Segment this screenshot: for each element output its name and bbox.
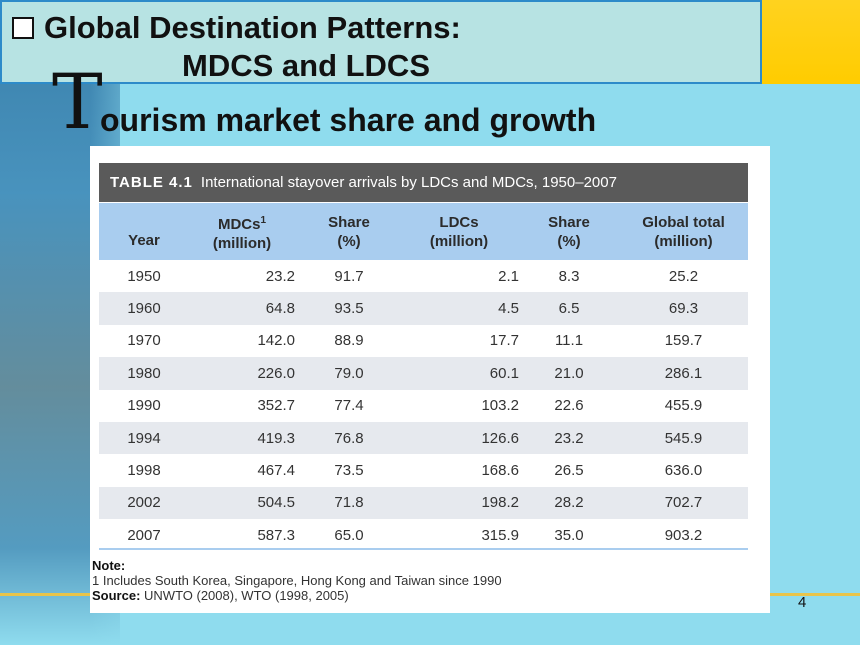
cell-ldcs: 315.9 bbox=[481, 526, 519, 544]
cell-mdcs: 142.0 bbox=[257, 332, 295, 350]
table-note: Note: 1 Includes South Korea, Singapore,… bbox=[92, 558, 502, 603]
cell-year: 1960 bbox=[99, 292, 189, 325]
cell-share-ldcs: 23.2 bbox=[519, 421, 619, 455]
cell-share-mdcs: 91.7 bbox=[334, 267, 364, 285]
header-share-mdcs: Share (%) bbox=[299, 203, 399, 260]
cell-year: 1994 bbox=[99, 421, 189, 455]
table-row: 1994 419.3 76.8 126.6 23.2 545.9 bbox=[99, 421, 748, 455]
cell-global-total: 636.0 bbox=[664, 462, 703, 480]
cell-share-mdcs: 71.8 bbox=[299, 486, 399, 520]
cell-share-mdcs: 88.9 bbox=[334, 332, 364, 350]
cell-ldcs: 2.1 bbox=[498, 267, 519, 285]
cell-mdcs: 419.3 bbox=[189, 421, 299, 455]
cell-global-total: 25.2 bbox=[668, 267, 699, 285]
cell-ldcs: 198.2 bbox=[399, 486, 519, 520]
cell-global-total: 159.7 bbox=[664, 332, 703, 350]
table-row: 1970 142.0 88.9 17.7 11.1 159.7 bbox=[99, 325, 748, 357]
cell-share-mdcs: 76.8 bbox=[299, 421, 399, 455]
table-row: 1980 226.0 79.0 60.1 21.0 286.1 bbox=[99, 357, 748, 390]
cell-ldcs: 17.7 bbox=[489, 332, 519, 350]
table-body: 1950 23.2 91.7 2.1 8.3 25.2 1960 64.8 93.5 4.5 6.5… bbox=[99, 260, 748, 552]
cell-mdcs: 467.4 bbox=[257, 462, 295, 480]
cell-global-total: 69.3 bbox=[619, 292, 748, 325]
header-ldcs: LDCs (million) bbox=[399, 203, 519, 260]
table-row: 1990 352.7 77.4 103.2 22.6 455.9 bbox=[99, 390, 748, 422]
cell-year: 1990 bbox=[127, 397, 161, 415]
checkbox-bullet-icon bbox=[12, 17, 34, 39]
cell-global-total: 903.2 bbox=[664, 526, 703, 544]
header-mdcs: MDCs1 (million) bbox=[189, 203, 299, 260]
cell-share-mdcs: 77.4 bbox=[334, 397, 364, 415]
table-row: 1960 64.8 93.5 4.5 6.5 69.3 bbox=[99, 292, 748, 325]
cell-share-ldcs: 6.5 bbox=[519, 292, 619, 325]
note-text: 1 Includes South Korea, Singapore, Hong … bbox=[92, 573, 502, 588]
note-label: Note: bbox=[92, 558, 126, 573]
cell-share-ldcs: 21.0 bbox=[519, 357, 619, 390]
cell-mdcs: 352.7 bbox=[257, 397, 295, 415]
cell-share-ldcs: 26.5 bbox=[554, 462, 584, 480]
cell-year: 2002 bbox=[99, 486, 189, 520]
cell-global-total: 286.1 bbox=[619, 357, 748, 390]
table-caption-text: International stayover arrivals by LDCs … bbox=[200, 174, 617, 191]
table-row: 2007 587.3 65.0 315.9 35.0 903.2 bbox=[99, 519, 748, 551]
header-year: Year bbox=[99, 203, 189, 260]
source-label: Source: bbox=[92, 588, 141, 603]
cell-mdcs: 504.5 bbox=[189, 486, 299, 520]
cell-share-ldcs: 11.1 bbox=[554, 332, 584, 350]
table-header-row: Year MDCs1 (million) Share (%) LDCs (mil… bbox=[99, 203, 748, 260]
cell-share-mdcs: 73.5 bbox=[334, 462, 364, 480]
table-caption: TABLE 4.1 International stayover arrival… bbox=[99, 163, 748, 202]
table-row: 2002 504.5 71.8 198.2 28.2 702.7 bbox=[99, 486, 748, 520]
source-text: UNWTO (2008), WTO (1998, 2005) bbox=[140, 588, 349, 603]
cell-ldcs: 168.6 bbox=[481, 462, 519, 480]
title-text-1: Global Destination Patterns: bbox=[44, 10, 461, 45]
cell-mdcs: 23.2 bbox=[265, 267, 295, 285]
cell-mdcs: 64.8 bbox=[189, 292, 299, 325]
table-bottom-rule bbox=[99, 548, 748, 550]
cell-global-total: 455.9 bbox=[664, 397, 703, 415]
cell-share-ldcs: 8.3 bbox=[558, 267, 580, 285]
yellow-corner-block bbox=[762, 0, 860, 84]
cell-share-ldcs: 28.2 bbox=[519, 486, 619, 520]
cell-share-mdcs: 79.0 bbox=[299, 357, 399, 390]
cell-ldcs: 4.5 bbox=[399, 292, 519, 325]
table-label: TABLE 4.1 bbox=[110, 174, 193, 191]
title-line-2: MDCS and LDCS bbox=[182, 48, 430, 83]
header-share-ldcs: Share (%) bbox=[519, 203, 619, 260]
cell-ldcs: 103.2 bbox=[481, 397, 519, 415]
cell-mdcs: 587.3 bbox=[257, 526, 295, 544]
title-box: Global Destination Patterns: MDCS and LD… bbox=[0, 0, 762, 84]
cell-global-total: 545.9 bbox=[619, 421, 748, 455]
cell-global-total: 702.7 bbox=[619, 486, 748, 520]
cell-year: 1950 bbox=[127, 267, 161, 285]
cell-year: 1970 bbox=[127, 332, 161, 350]
table-row: 1950 23.2 91.7 2.1 8.3 25.2 bbox=[99, 260, 748, 292]
decorative-initial-letter: T bbox=[52, 57, 103, 146]
cell-ldcs: 60.1 bbox=[399, 357, 519, 390]
cell-share-mdcs: 65.0 bbox=[334, 526, 364, 544]
cell-mdcs: 226.0 bbox=[189, 357, 299, 390]
arrivals-table: Year MDCs1 (million) Share (%) LDCs (mil… bbox=[99, 203, 748, 552]
table-row: 1998 467.4 73.5 168.6 26.5 636.0 bbox=[99, 454, 748, 486]
title-line-1: Global Destination Patterns: bbox=[12, 10, 461, 46]
cell-year: 1980 bbox=[99, 357, 189, 390]
header-global-total: Global total (million) bbox=[619, 203, 748, 260]
cell-share-ldcs: 22.6 bbox=[554, 397, 584, 415]
table-panel: TABLE 4.1 International stayover arrival… bbox=[90, 146, 770, 613]
cell-year: 2007 bbox=[127, 526, 161, 544]
cell-year: 1998 bbox=[127, 462, 161, 480]
cell-share-mdcs: 93.5 bbox=[299, 292, 399, 325]
cell-share-ldcs: 35.0 bbox=[554, 526, 584, 544]
page-number: 4 bbox=[798, 594, 807, 611]
subtitle: ourism market share and growth bbox=[100, 102, 597, 138]
cell-ldcs: 126.6 bbox=[399, 421, 519, 455]
